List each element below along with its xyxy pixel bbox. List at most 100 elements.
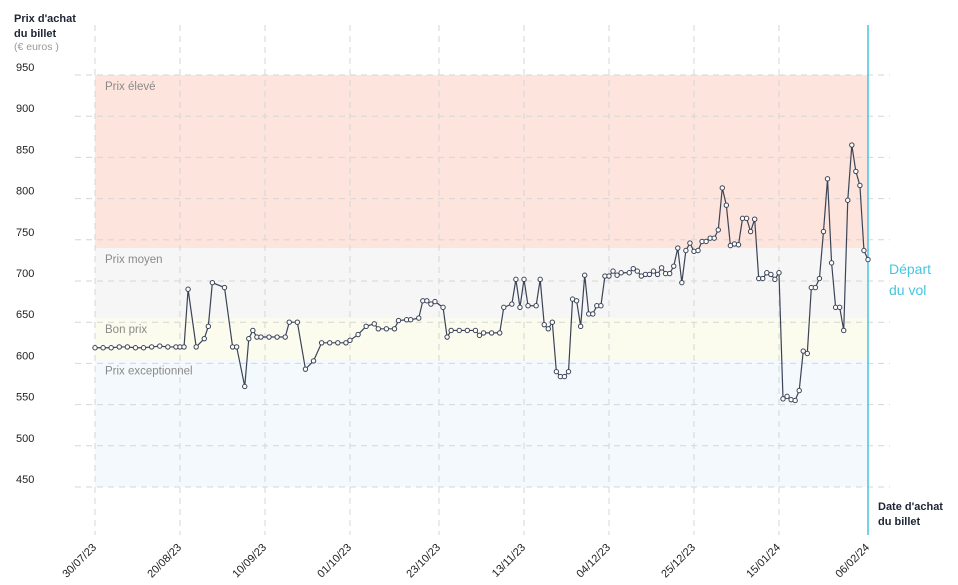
x-tick-label: 30/07/23	[60, 542, 99, 581]
price-point	[92, 345, 98, 351]
x-tick-label: 01/10/23	[315, 542, 354, 581]
price-point	[865, 256, 871, 263]
x-tick-label: 15/01/24	[744, 542, 783, 581]
price-point	[335, 340, 341, 346]
price-band	[95, 248, 868, 319]
price-point	[565, 368, 572, 375]
y-tick-label: 650	[16, 309, 34, 321]
price-point	[140, 345, 147, 351]
y-title: du billet	[14, 28, 57, 40]
price-point	[836, 304, 843, 311]
price-point	[618, 270, 624, 276]
price-point	[853, 168, 859, 175]
price-point	[100, 345, 106, 351]
price-point	[760, 275, 766, 282]
y-tick-label: 500	[16, 433, 34, 445]
price-point	[165, 344, 171, 350]
price-point	[606, 273, 612, 279]
price-point	[573, 298, 580, 304]
price-point	[456, 327, 462, 334]
price-point	[124, 344, 131, 350]
price-point	[513, 276, 519, 283]
price-point	[343, 340, 349, 346]
price-point	[157, 343, 163, 349]
band-label: Prix exceptionnel	[105, 365, 193, 377]
price-point	[476, 332, 483, 339]
price-point	[561, 373, 568, 380]
price-point	[845, 197, 851, 203]
price-point	[776, 270, 782, 276]
price-point	[395, 317, 402, 324]
price-point	[849, 142, 855, 148]
price-point	[630, 265, 636, 272]
price-point	[820, 228, 827, 235]
y-tick-label: 800	[16, 186, 34, 198]
price-point	[824, 176, 831, 182]
price-point	[363, 323, 369, 330]
price-point	[549, 319, 556, 325]
price-point	[407, 317, 414, 323]
price-point	[250, 327, 256, 334]
price-point	[804, 350, 810, 357]
x-tick-label: 20/08/23	[145, 542, 184, 581]
price-point	[735, 242, 742, 248]
y-tick-label: 450	[16, 474, 34, 486]
price-point	[541, 321, 547, 328]
price-point	[577, 323, 584, 330]
price-point	[371, 321, 377, 327]
price-point	[347, 337, 353, 344]
x-title: du billet	[878, 516, 921, 528]
price-point	[488, 330, 495, 336]
price-point	[480, 330, 487, 336]
price-point	[318, 340, 325, 346]
price-point	[444, 334, 450, 340]
y-tick-label: 850	[16, 144, 34, 156]
price-point	[501, 304, 507, 311]
price-point	[246, 335, 252, 342]
y-tick-label: 750	[16, 227, 34, 239]
price-point	[857, 182, 863, 189]
price-point	[792, 397, 798, 404]
price-point	[428, 301, 434, 307]
price-point	[525, 303, 531, 309]
price-point	[719, 185, 726, 191]
price-point	[242, 383, 248, 390]
price-point	[545, 326, 551, 332]
price-point	[743, 215, 750, 222]
price-point	[772, 276, 778, 283]
price-point	[497, 330, 503, 336]
price-band	[95, 318, 868, 360]
x-tick-label: 04/12/23	[574, 542, 613, 581]
price-point	[448, 327, 454, 334]
band-label: Prix moyen	[105, 254, 163, 266]
price-point	[209, 279, 216, 286]
y-title: Prix d'achat	[14, 13, 76, 25]
price-point	[626, 270, 632, 276]
x-tick-label: 10/09/23	[230, 542, 269, 581]
price-point	[327, 340, 333, 346]
price-point	[582, 272, 588, 278]
departure-label: du vol	[889, 282, 926, 298]
price-point	[302, 366, 309, 372]
price-point	[634, 268, 641, 274]
price-point	[679, 279, 685, 286]
price-point	[509, 301, 515, 307]
price-point	[590, 311, 596, 317]
price-point	[233, 344, 240, 350]
price-point	[751, 216, 758, 222]
price-point	[521, 276, 527, 283]
price-point	[687, 240, 693, 246]
price-point	[841, 327, 847, 334]
price-point	[440, 304, 446, 311]
price-point	[472, 327, 479, 334]
price-point	[812, 284, 819, 291]
price-point	[800, 348, 806, 354]
price-point	[181, 344, 187, 350]
x-tick-label: 25/12/23	[659, 542, 698, 581]
price-point	[416, 315, 422, 321]
price-point	[780, 396, 786, 402]
price-point	[671, 263, 677, 269]
price-point	[768, 271, 774, 278]
price-point	[715, 227, 721, 233]
